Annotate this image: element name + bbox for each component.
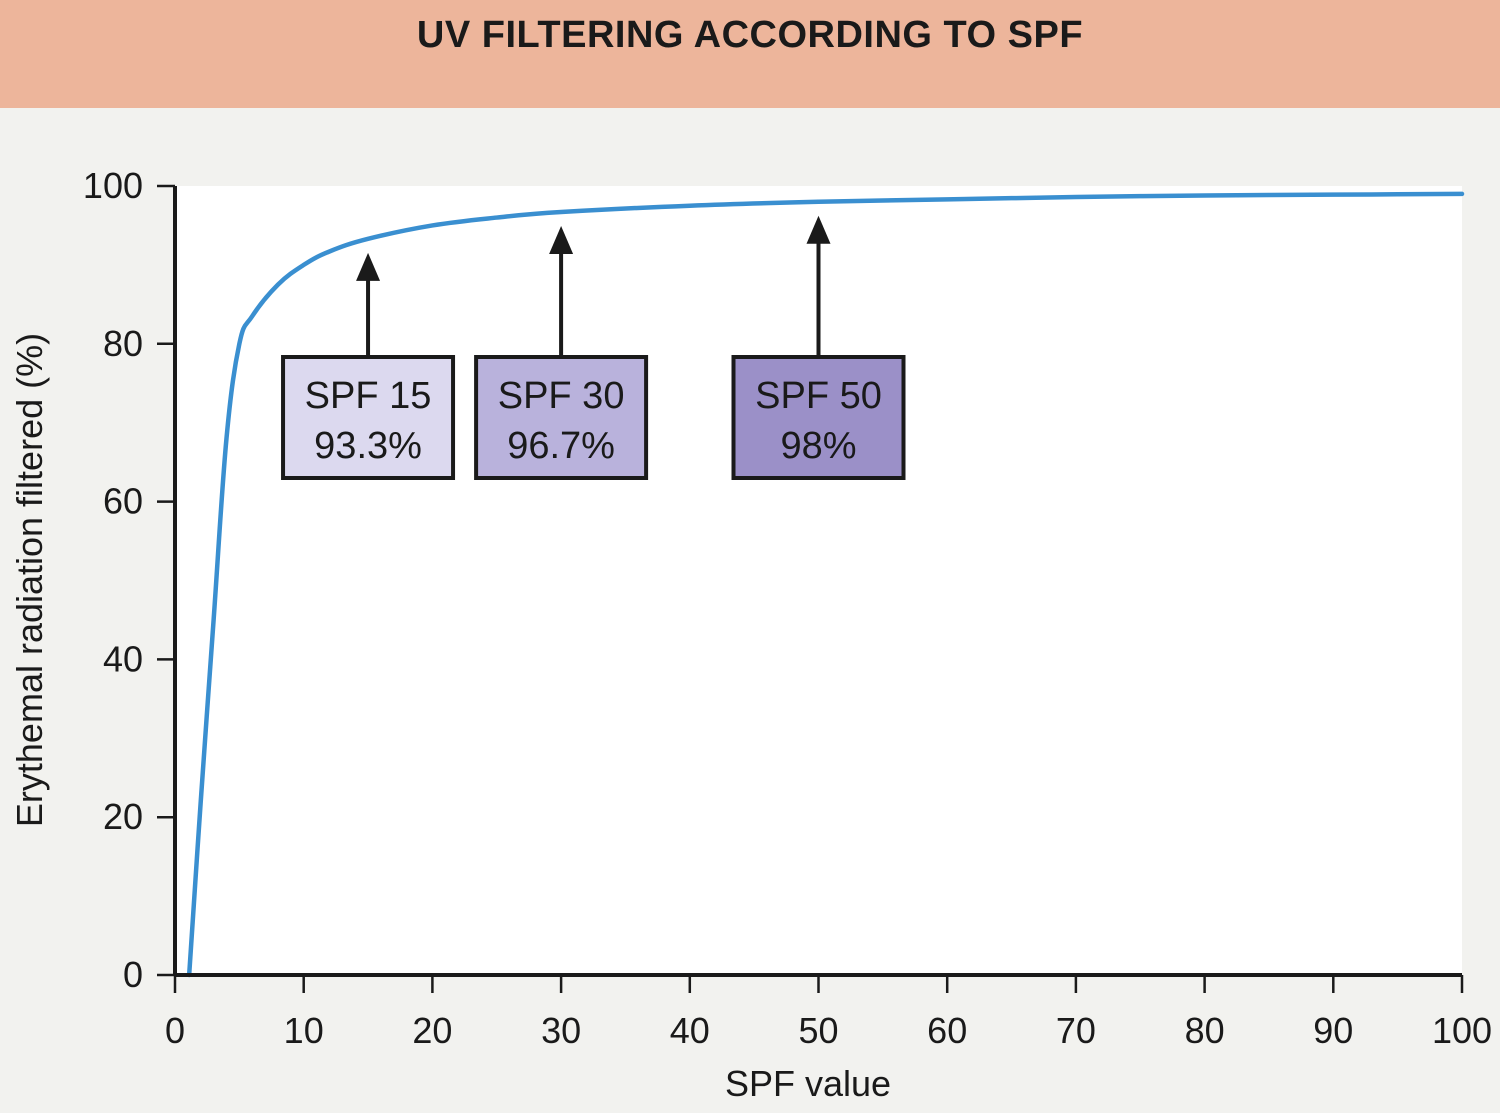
- x-tick-label: 90: [1313, 1010, 1353, 1051]
- annotation-box: [281, 355, 456, 480]
- y-tick-label: 0: [123, 954, 143, 995]
- x-tick-label: 30: [541, 1010, 581, 1051]
- title-band: UV FILTERING ACCORDING TO SPF: [0, 0, 1500, 108]
- annotation-arrow-head: [806, 215, 831, 244]
- annotation-spf-15: SPF 15 93.3%: [281, 252, 456, 480]
- y-axis-ticks: 0 20 40 60 80 100: [83, 165, 175, 995]
- y-tick-label: 80: [103, 323, 143, 364]
- annotation-label: SPF 50: [755, 375, 882, 417]
- y-axis-label: Erythemal radiation filtered (%): [9, 333, 50, 827]
- x-tick-label: 100: [1432, 1010, 1492, 1051]
- x-tick-label: 60: [927, 1010, 967, 1051]
- x-tick-label: 20: [412, 1010, 452, 1051]
- series-line: [186, 191, 1465, 978]
- annotation-arrow-head: [356, 252, 381, 281]
- annotation-label: SPF 15: [305, 375, 432, 417]
- y-tick-label: 20: [103, 796, 143, 837]
- x-tick-label: 50: [798, 1010, 838, 1051]
- annotation-value: 98%: [780, 425, 856, 467]
- x-tick-label: 10: [284, 1010, 324, 1051]
- annotations: SPF 15 93.3% SPF 30 96.7% SPF 50 98%: [281, 215, 906, 480]
- x-tick-label: 40: [670, 1010, 710, 1051]
- y-tick-label: 40: [103, 638, 143, 679]
- annotation-box: [474, 355, 649, 480]
- annotation-arrow-head: [549, 226, 574, 255]
- annotation-value: 93.3%: [314, 425, 422, 467]
- annotation-label: SPF 30: [498, 375, 625, 417]
- y-tick-label: 60: [103, 481, 143, 522]
- x-tick-label: 70: [1056, 1010, 1096, 1051]
- x-axis-ticks: 0 10 20 30 40 50 60 70 80 90 100: [165, 975, 1492, 1051]
- x-tick-label: 80: [1185, 1010, 1225, 1051]
- annotation-box: [731, 355, 906, 480]
- annotation-spf-30: SPF 30 96.7%: [474, 226, 649, 480]
- y-tick-label: 100: [83, 165, 143, 206]
- x-axis-label: SPF value: [725, 1063, 891, 1104]
- annotation-spf-50: SPF 50 98%: [731, 215, 906, 480]
- x-tick-label: 0: [165, 1010, 185, 1051]
- annotation-value: 96.7%: [507, 425, 615, 467]
- chart-title: UV FILTERING ACCORDING TO SPF: [416, 14, 1084, 56]
